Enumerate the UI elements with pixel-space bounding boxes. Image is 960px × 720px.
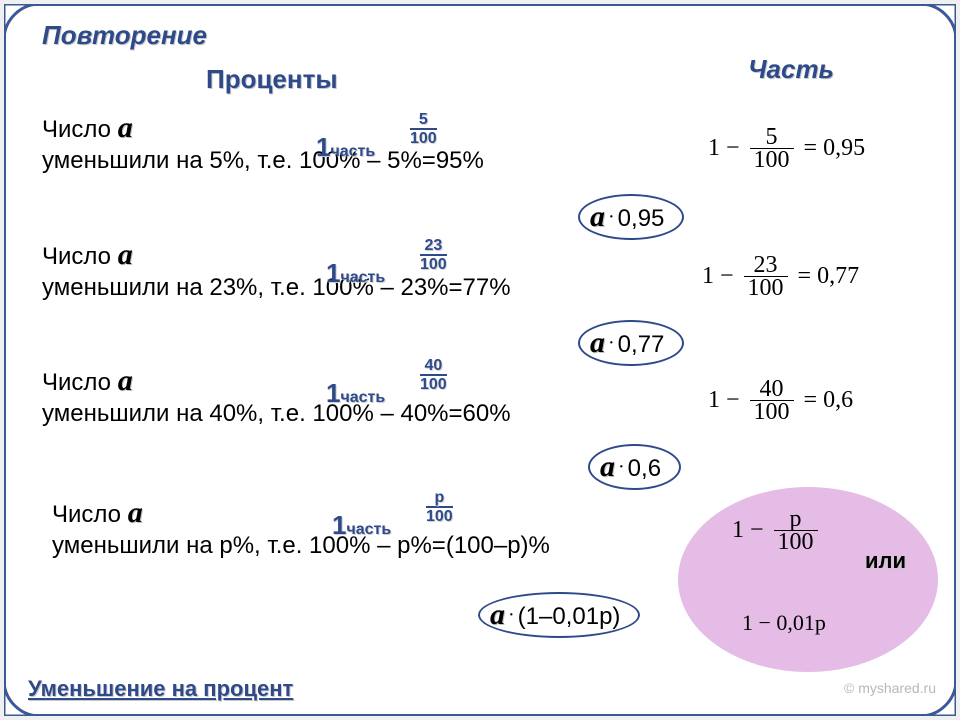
r4-var: a	[128, 496, 143, 529]
ellipse-eq1: 1 − p100	[732, 508, 822, 553]
r1-frac: 5100	[410, 112, 437, 147]
ellipse-ili: или	[865, 548, 906, 574]
slide-frame: Повторение Проценты Часть Число a уменьш…	[4, 4, 956, 716]
r4-onepart: 1часть	[332, 510, 391, 541]
r3-eq: 1 − 40100 = 0,6	[708, 378, 853, 423]
corner-tr	[920, 4, 956, 40]
ellipse-eq2: 1 − 0,01p	[742, 610, 826, 636]
r2-eq: 1 − 23100 = 0,77	[702, 254, 859, 299]
r3-oval: a·0,6	[588, 444, 681, 490]
r4-oval: a·(1–0,01p)	[478, 592, 640, 638]
r1-eq: 1 − 5100 = 0,95	[708, 126, 865, 171]
title-right: Часть	[748, 54, 834, 85]
r1-oval: a·0,95	[578, 194, 684, 240]
r1-var: a	[118, 111, 133, 144]
footer-text: Уменьшение на процент	[28, 676, 293, 702]
r4-frac: p100	[426, 490, 453, 525]
corner-tl	[4, 4, 40, 40]
watermark: © myshared.ru	[844, 680, 936, 696]
r3-prefix: Число	[42, 369, 118, 396]
r1-onepart: 1часть	[316, 132, 375, 163]
r2-frac: 23100	[420, 238, 447, 273]
r2-prefix: Число	[42, 243, 118, 270]
r1-prefix: Число	[42, 116, 118, 143]
r2-onepart: 1часть	[326, 258, 385, 289]
title-main: Повторение	[42, 20, 207, 51]
title-left: Проценты	[206, 64, 338, 95]
r3-var: a	[118, 364, 133, 397]
r2-oval: a·0,77	[578, 320, 684, 366]
r2-var: a	[118, 238, 133, 271]
r3-onepart: 1часть	[326, 378, 385, 409]
r4-prefix: Число	[52, 501, 128, 528]
r3-frac: 40100	[420, 358, 447, 393]
